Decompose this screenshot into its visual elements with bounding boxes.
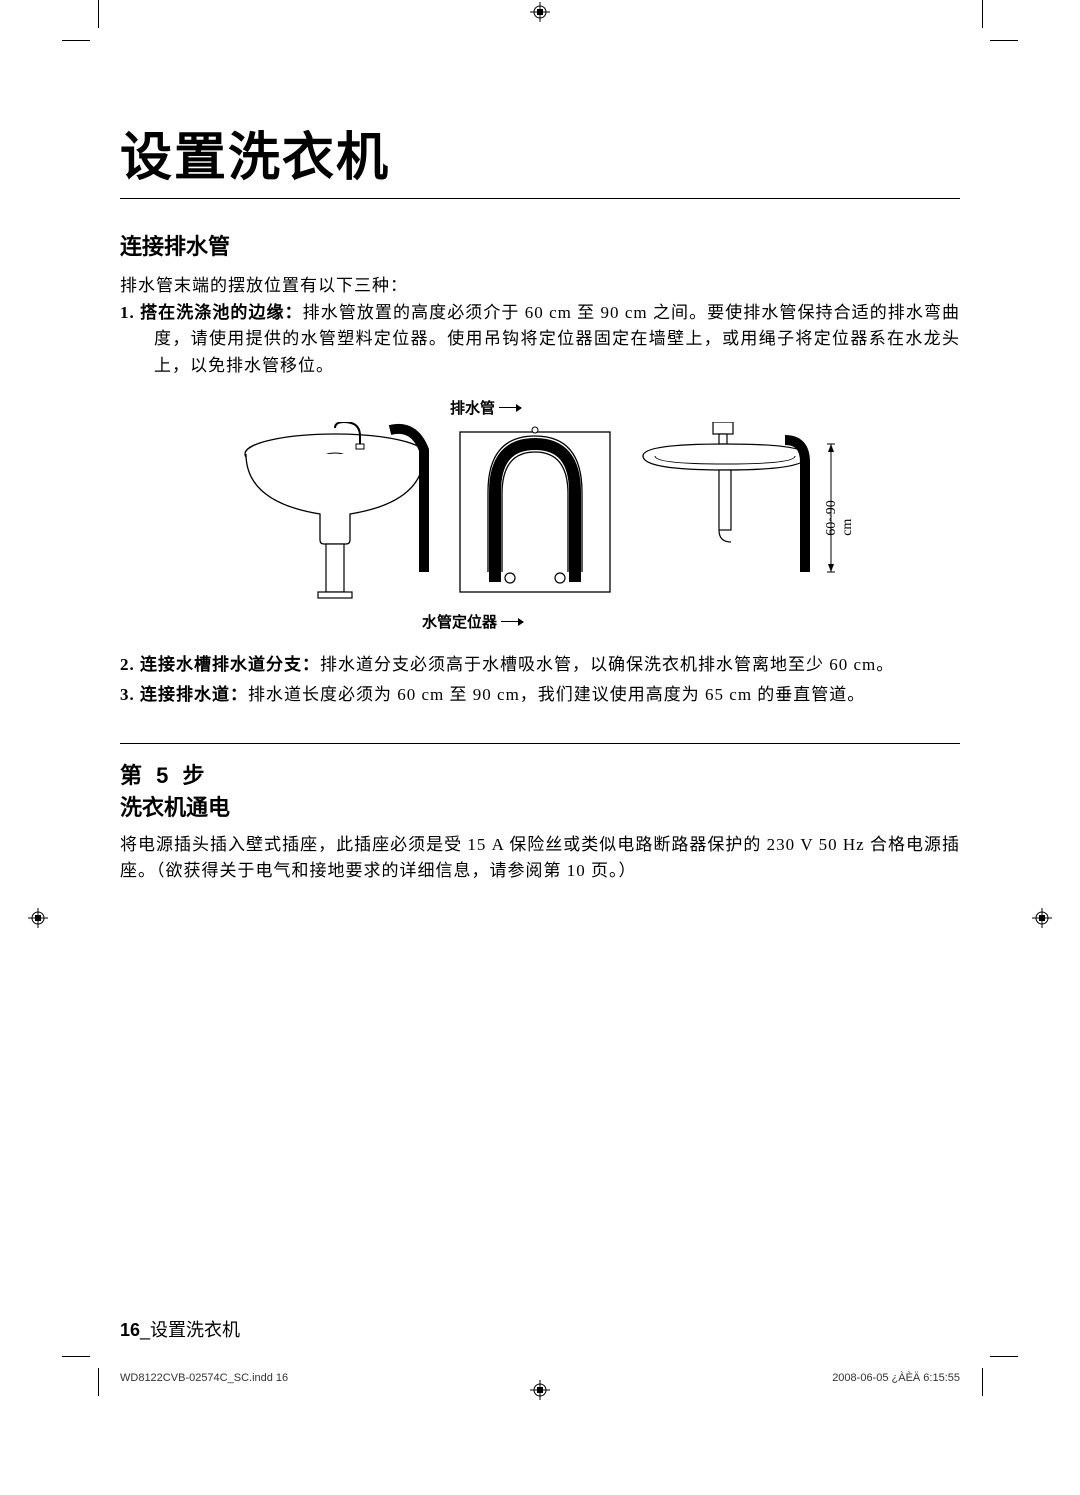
crop-mark — [982, 0, 983, 28]
list-text: 排水道分支必须高于水槽吸水管，以确保洗衣机排水管离地至少 60 cm。 — [320, 655, 894, 674]
crop-mark — [990, 40, 1018, 41]
list-item: 1. 搭在洗涤池的边缘：排水管放置的高度必须介于 60 cm 至 90 cm 之… — [120, 300, 960, 379]
page-title: 设置洗衣机 — [120, 115, 960, 199]
print-timestamp-meta: 2008-06-05 ¿ÀÈÄ 6:15:55 — [832, 1372, 960, 1384]
step-heading: 洗衣机通电 — [120, 790, 960, 822]
registration-mark-right — [1032, 908, 1052, 928]
diagram-height-label: 60~90 cm — [824, 500, 856, 536]
body-text: 将电源插头插入壁式插座，此插座必须是受 15 A 保险丝或类似电路断路器保护的 … — [120, 832, 960, 885]
list-item: 2. 连接水槽排水道分支：排水道分支必须高于水槽吸水管，以确保洗衣机排水管离地至… — [120, 652, 960, 678]
crop-mark — [62, 40, 90, 41]
print-file-meta: WD8122CVB-02574C_SC.indd 16 — [120, 1372, 288, 1384]
footer-title: 设置洗衣机 — [150, 1320, 240, 1340]
list-number: 1. — [120, 303, 135, 322]
crop-mark — [982, 1368, 983, 1396]
document-page: 设置洗衣机 连接排水管 排水管末端的摆放位置有以下三种： 1. 搭在洗涤池的边缘… — [120, 115, 960, 884]
list-lead: 搭在洗涤池的边缘： — [140, 303, 303, 322]
section-divider — [120, 743, 960, 744]
section-drain-hose: 连接排水管 排水管末端的摆放位置有以下三种： 1. 搭在洗涤池的边缘：排水管放置… — [120, 229, 960, 709]
drain-hose-diagram: 排水管 — [240, 397, 840, 632]
step-number: 第 5 步 — [120, 758, 960, 790]
footer-separator: _ — [140, 1320, 150, 1340]
crop-mark — [62, 1356, 90, 1357]
arrow-icon — [501, 621, 523, 622]
intro-text: 排水管末端的摆放位置有以下三种： — [120, 271, 960, 296]
diagram-label-bottom: 水管定位器 — [422, 611, 523, 632]
registration-mark-left — [28, 908, 48, 928]
arrow-icon — [499, 407, 521, 408]
crop-mark — [98, 0, 99, 28]
section-heading: 连接排水管 — [120, 229, 960, 261]
list-number: 2. — [120, 655, 135, 674]
registration-mark-top — [530, 2, 550, 22]
page-number: 16 — [120, 1320, 140, 1340]
section-power-on: 第 5 步 洗衣机通电 将电源插头插入壁式插座，此插座必须是受 15 A 保险丝… — [120, 743, 960, 885]
diagram-label-top: 排水管 — [450, 397, 521, 418]
list-lead: 连接排水道： — [140, 685, 248, 704]
list-number: 3. — [120, 685, 135, 704]
list-lead: 连接水槽排水道分支： — [140, 655, 320, 674]
list-text: 排水道长度必须为 60 cm 至 90 cm，我们建议使用高度为 65 cm 的… — [248, 685, 865, 704]
diagram-svg — [240, 422, 840, 602]
list-item: 3. 连接排水道：排水道长度必须为 60 cm 至 90 cm，我们建议使用高度… — [120, 682, 960, 708]
crop-mark — [990, 1356, 1018, 1357]
registration-mark-bottom — [530, 1380, 550, 1400]
crop-mark — [98, 1368, 99, 1396]
page-footer: 16_设置洗衣机 — [120, 1316, 240, 1342]
